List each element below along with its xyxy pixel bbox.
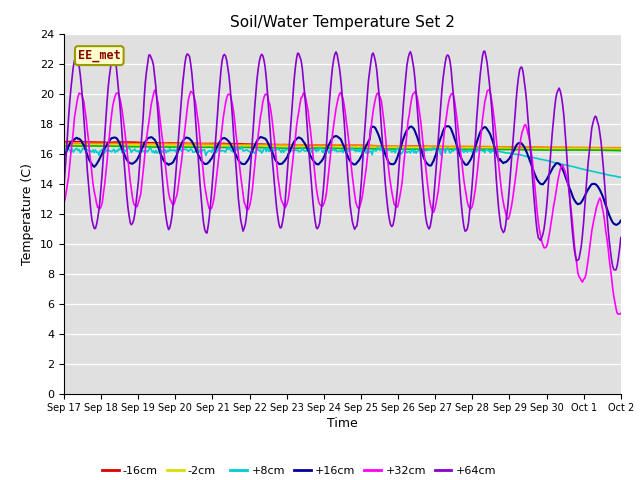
-16cm (68, 139, 76, 144)
+2cm (234, 144, 242, 150)
+2cm (296, 145, 304, 151)
Line: +16cm: +16cm (64, 126, 621, 225)
+8cm (372, 148, 380, 154)
+16cm (444, 123, 451, 129)
+16cm (612, 222, 620, 228)
+64cm (481, 48, 488, 54)
-2cm (296, 144, 304, 149)
-8cm (81, 140, 89, 146)
-2cm (373, 144, 381, 150)
+16cm (399, 139, 406, 145)
+64cm (469, 168, 477, 174)
+16cm (234, 155, 241, 160)
X-axis label: Time: Time (327, 418, 358, 431)
-16cm (60, 139, 68, 144)
+64cm (617, 235, 625, 240)
+16cm (295, 134, 303, 140)
+2cm (567, 147, 575, 153)
Line: -8cm: -8cm (64, 143, 621, 148)
+32cm (399, 178, 406, 184)
Text: EE_met: EE_met (78, 49, 121, 62)
+2cm (86, 143, 93, 149)
+32cm (567, 204, 575, 210)
-2cm (399, 144, 407, 150)
+32cm (234, 141, 241, 147)
+2cm (373, 146, 381, 152)
+2cm (470, 146, 478, 152)
-16cm (470, 144, 478, 150)
+32cm (484, 87, 492, 93)
-16cm (399, 144, 407, 149)
Line: -2cm: -2cm (64, 144, 621, 149)
-8cm (470, 144, 478, 149)
+8cm (567, 163, 575, 169)
+8cm (399, 147, 407, 153)
+64cm (234, 180, 241, 186)
+8cm (378, 144, 385, 149)
+64cm (372, 59, 380, 65)
+2cm (617, 148, 625, 154)
-16cm (296, 142, 304, 148)
+8cm (470, 147, 478, 153)
-8cm (373, 143, 381, 149)
+16cm (470, 147, 478, 153)
-2cm (60, 142, 68, 148)
+16cm (60, 154, 68, 159)
-2cm (617, 146, 625, 152)
-8cm (60, 140, 68, 146)
+16cm (372, 126, 380, 132)
Legend: -16cm, -8cm, -2cm, +2cm, +8cm, +16cm, +32cm, +64cm: -16cm, -8cm, -2cm, +2cm, +8cm, +16cm, +3… (97, 462, 500, 480)
-8cm (399, 144, 407, 149)
+8cm (234, 148, 241, 154)
-2cm (470, 145, 478, 151)
+8cm (60, 147, 68, 153)
-8cm (296, 142, 304, 148)
+32cm (60, 200, 68, 206)
+16cm (567, 188, 575, 194)
-16cm (567, 145, 575, 151)
+16cm (617, 218, 625, 224)
-16cm (373, 143, 381, 149)
-16cm (234, 141, 242, 146)
Line: +8cm: +8cm (64, 146, 621, 177)
+64cm (60, 183, 68, 189)
-2cm (567, 146, 575, 152)
Line: +64cm: +64cm (64, 51, 621, 270)
+64cm (295, 51, 303, 57)
+64cm (399, 118, 406, 123)
-8cm (234, 142, 242, 147)
-8cm (567, 144, 575, 150)
-2cm (234, 143, 242, 149)
+8cm (617, 174, 625, 180)
+64cm (611, 267, 619, 273)
Y-axis label: Temperature (C): Temperature (C) (22, 163, 35, 264)
Line: -16cm: -16cm (64, 142, 621, 149)
+32cm (469, 200, 477, 205)
-16cm (617, 146, 625, 152)
-8cm (612, 145, 620, 151)
+64cm (567, 209, 575, 215)
+2cm (60, 143, 68, 149)
-16cm (614, 146, 622, 152)
+2cm (399, 146, 407, 152)
+32cm (614, 312, 622, 317)
Line: +2cm: +2cm (64, 146, 621, 151)
+32cm (617, 311, 625, 316)
+8cm (295, 149, 303, 155)
+32cm (295, 109, 303, 115)
-8cm (617, 145, 625, 151)
+32cm (372, 96, 380, 101)
-2cm (616, 146, 623, 152)
Line: +32cm: +32cm (64, 90, 621, 314)
Title: Soil/Water Temperature Set 2: Soil/Water Temperature Set 2 (230, 15, 455, 30)
-2cm (70, 142, 78, 147)
